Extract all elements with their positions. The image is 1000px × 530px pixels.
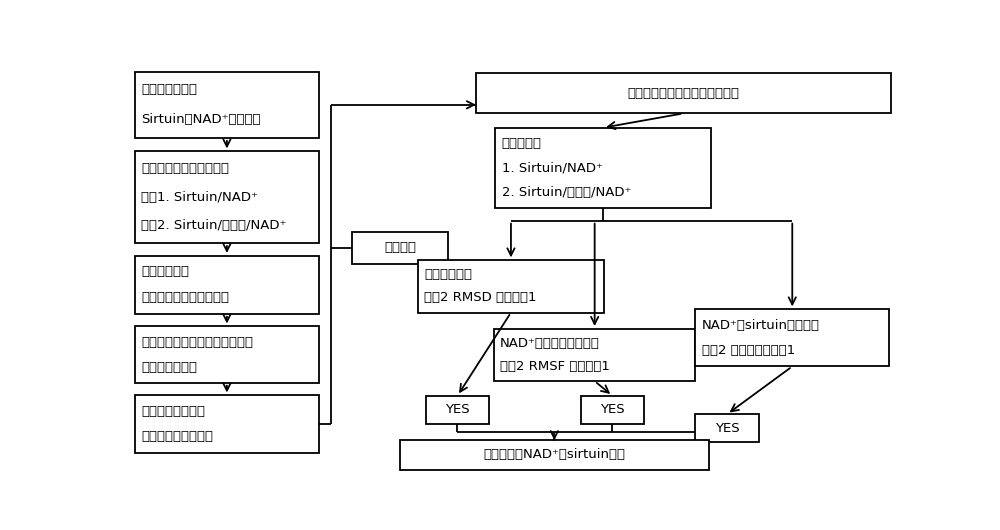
Text: 能量最小化；: 能量最小化； [141, 266, 189, 278]
Text: 体系2 绝对值大于体系1: 体系2 绝对值大于体系1 [702, 344, 795, 357]
Text: 正则系综下弛豫；: 正则系综下弛豫； [141, 405, 205, 418]
FancyBboxPatch shape [695, 310, 889, 366]
FancyBboxPatch shape [400, 440, 709, 470]
FancyBboxPatch shape [135, 72, 319, 138]
Text: 蛋白质小分子对接获得：: 蛋白质小分子对接获得： [141, 162, 229, 175]
Text: 体系2. Sirtuin/激活剂/NAD⁺: 体系2. Sirtuin/激活剂/NAD⁺ [141, 219, 287, 232]
FancyBboxPatch shape [426, 396, 489, 423]
Text: 2. Sirtuin/激活剂/NAD⁺: 2. Sirtuin/激活剂/NAD⁺ [502, 187, 631, 199]
FancyBboxPatch shape [581, 396, 644, 423]
FancyBboxPatch shape [476, 73, 891, 113]
Text: 体系2 RMSD 低于体系1: 体系2 RMSD 低于体系1 [424, 292, 537, 304]
Text: Sirtuin、NAD⁺、激活剂: Sirtuin、NAD⁺、激活剂 [141, 113, 261, 126]
Text: 激活剂增强NAD⁺与sirtuin结合: 激活剂增强NAD⁺与sirtuin结合 [483, 448, 625, 462]
Text: 建立初始结构：: 建立初始结构： [141, 83, 197, 96]
Text: 等温等压系综下弛豫: 等温等压系综下弛豫 [141, 430, 213, 443]
Text: 1. Sirtuin/NAD⁺: 1. Sirtuin/NAD⁺ [502, 162, 603, 174]
Text: 再次能量最小化: 再次能量最小化 [141, 360, 197, 374]
Text: YES: YES [600, 403, 625, 416]
FancyBboxPatch shape [135, 256, 319, 314]
Text: YES: YES [445, 403, 470, 416]
Text: 置入电中性盐溶液水盒子: 置入电中性盐溶液水盒子 [141, 291, 229, 304]
FancyBboxPatch shape [135, 152, 319, 243]
Text: YES: YES [715, 421, 739, 435]
Text: 平衡体系: 平衡体系 [384, 241, 416, 254]
FancyBboxPatch shape [135, 326, 319, 383]
Text: 正则系综下弛豫盐溶液水盒子；: 正则系综下弛豫盐溶液水盒子； [141, 335, 253, 349]
FancyBboxPatch shape [495, 128, 711, 208]
FancyBboxPatch shape [135, 395, 319, 453]
Text: 稳态构型：: 稳态构型： [502, 137, 542, 150]
Text: NAD⁺与sirtuin结合能：: NAD⁺与sirtuin结合能： [702, 319, 820, 332]
Text: 基于副本交换的分子动力学模拟: 基于副本交换的分子动力学模拟 [627, 87, 739, 100]
FancyBboxPatch shape [352, 232, 448, 263]
Text: 结构稳定性：: 结构稳定性： [424, 269, 472, 281]
FancyBboxPatch shape [494, 329, 695, 381]
Text: NAD⁺结合残基稳定性：: NAD⁺结合残基稳定性： [500, 337, 600, 350]
FancyBboxPatch shape [418, 260, 604, 313]
Text: 体系1. Sirtuin/NAD⁺: 体系1. Sirtuin/NAD⁺ [141, 191, 258, 204]
Text: 体系2 RMSF 低于体系1: 体系2 RMSF 低于体系1 [500, 360, 610, 373]
FancyBboxPatch shape [695, 414, 759, 442]
